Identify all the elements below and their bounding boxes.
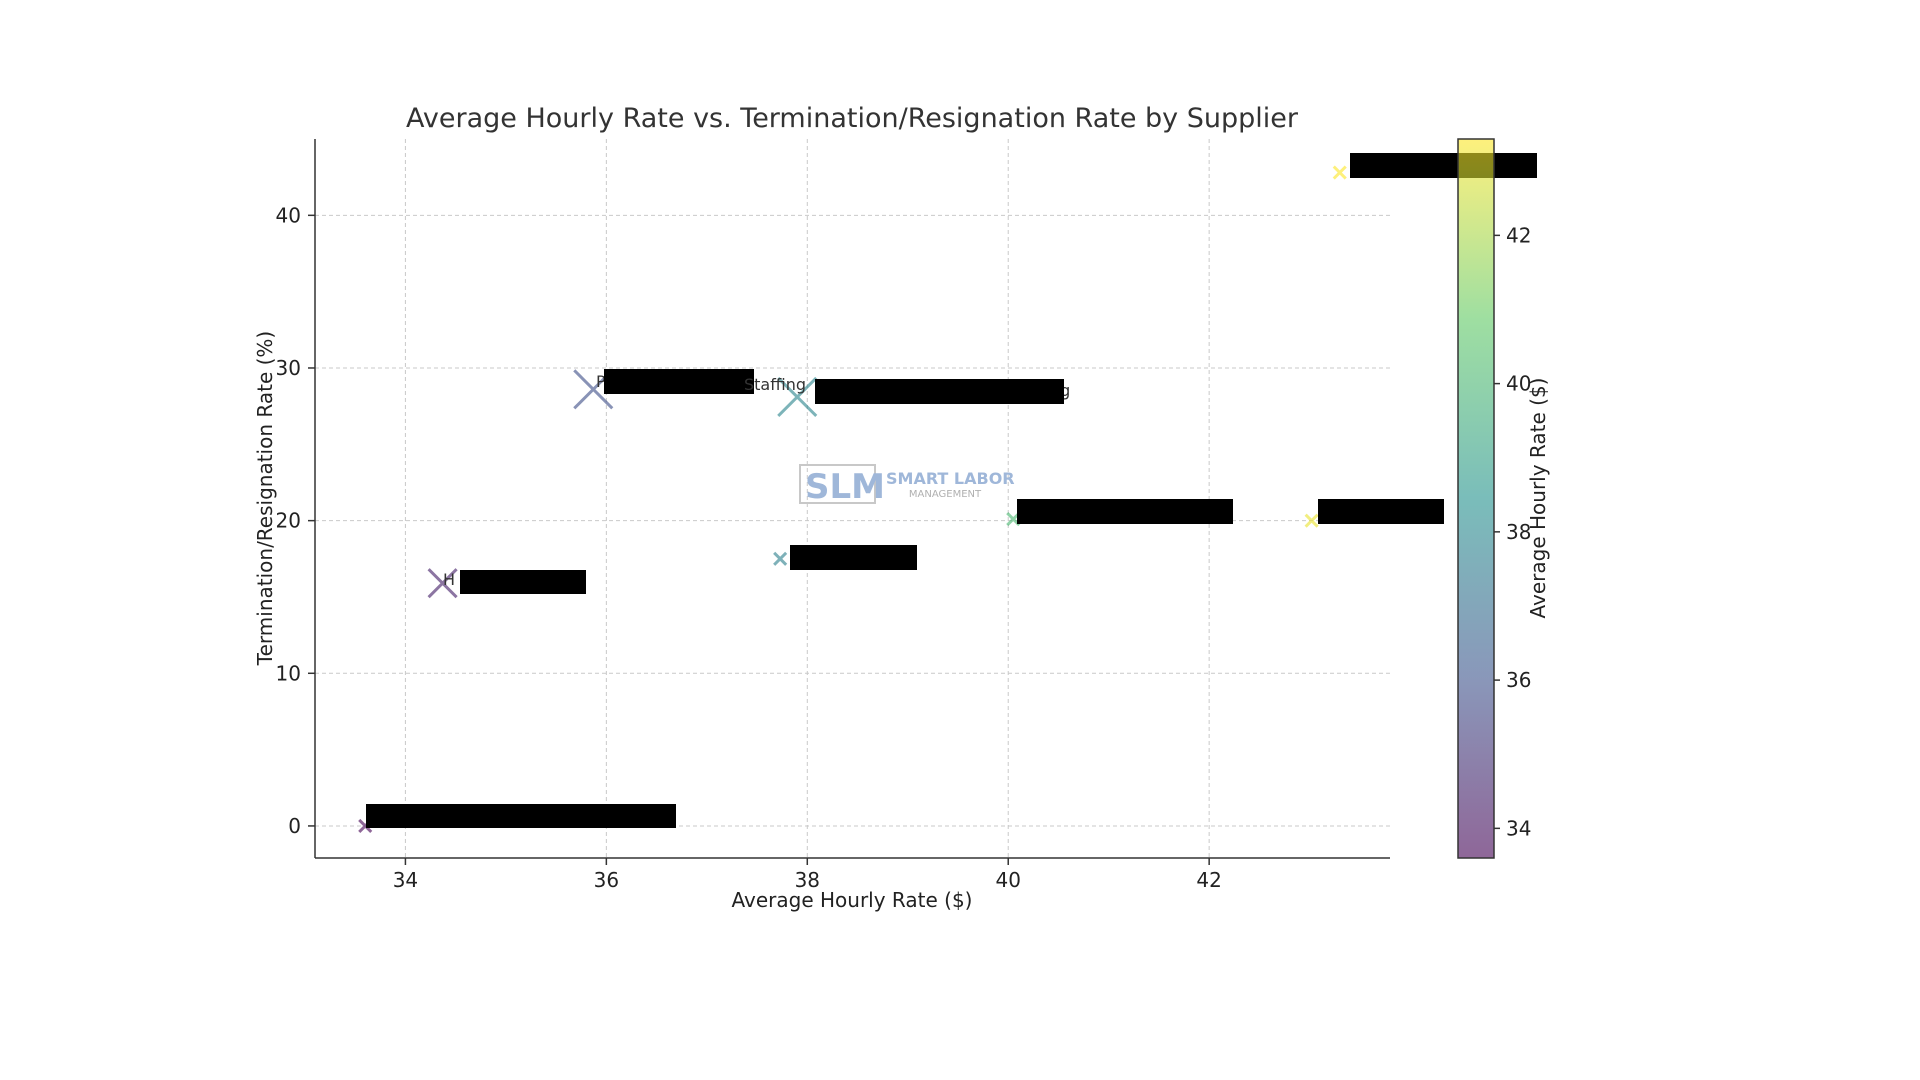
redaction-box <box>604 369 754 394</box>
scatter-point-stroke <box>773 551 788 566</box>
x-tick-label: 40 <box>995 868 1020 892</box>
redaction-box <box>815 379 1064 404</box>
colorbar-title: Average Hourly Rate ($) <box>1526 378 1550 619</box>
colorbar-tick-label: 38 <box>1506 520 1531 544</box>
colorbar: 34 36 38 40 42 Average Hourly Rate ($) <box>1457 138 1550 859</box>
scatter-point <box>773 551 788 566</box>
x-tick-label: 34 <box>393 868 418 892</box>
x-axis-title: Average Hourly Rate ($) <box>732 888 973 912</box>
colorbar-tick-label: 40 <box>1506 372 1531 396</box>
x-tick-label: 36 <box>594 868 619 892</box>
x-axis-ticks: 34 36 38 40 42 <box>393 858 1222 892</box>
scatter-point-stroke <box>1332 165 1347 180</box>
redaction-box <box>460 570 586 594</box>
redaction-box <box>366 804 676 828</box>
scatter-point-stroke <box>1304 513 1319 528</box>
point-labels: HPngStaffing <box>366 153 1537 828</box>
redaction-box <box>790 545 917 570</box>
scatter-point <box>427 568 458 599</box>
colorbar-ticks: 34 36 38 40 42 <box>1494 223 1531 840</box>
scatter-point <box>1332 165 1347 180</box>
y-axis-ticks: 0 10 20 30 40 <box>276 203 315 838</box>
colorbar-tick-label: 42 <box>1506 223 1531 247</box>
colorbar-tick-label: 34 <box>1506 816 1531 840</box>
y-tick-label: 30 <box>276 356 301 380</box>
scatter-point-stroke <box>427 568 458 599</box>
scatter-point-stroke <box>777 376 818 418</box>
scatter-point <box>1304 513 1319 528</box>
y-tick-label: 20 <box>276 509 301 533</box>
y-tick-label: 40 <box>276 203 301 227</box>
watermark-sub: MANAGEMENT <box>909 489 982 500</box>
watermark-name: SMART LABOR <box>886 469 1015 488</box>
redaction-box <box>1350 153 1537 178</box>
watermark-mark: SLM <box>805 467 885 507</box>
y-tick-label: 0 <box>288 814 301 838</box>
redaction-box <box>1318 499 1444 524</box>
y-tick-label: 10 <box>276 661 301 685</box>
y-axis-title: Termination/Resignation Rate (%) <box>253 331 277 666</box>
grid-lines <box>315 139 1390 858</box>
point-label: Staffing <box>744 375 806 394</box>
colorbar-tick-label: 36 <box>1506 668 1531 692</box>
colorbar-gradient <box>1457 138 1495 859</box>
redaction-box <box>1017 499 1233 524</box>
scatter-points <box>358 165 1347 834</box>
point-label: H <box>443 570 455 589</box>
x-tick-label: 38 <box>795 868 820 892</box>
slm-watermark-logo: SLM SMART LABOR MANAGEMENT <box>799 464 1015 507</box>
x-tick-label: 42 <box>1196 868 1221 892</box>
chart-title: Average Hourly Rate vs. Termination/Resi… <box>406 103 1299 134</box>
scatter-point <box>777 376 818 418</box>
point-label: P <box>596 372 606 391</box>
